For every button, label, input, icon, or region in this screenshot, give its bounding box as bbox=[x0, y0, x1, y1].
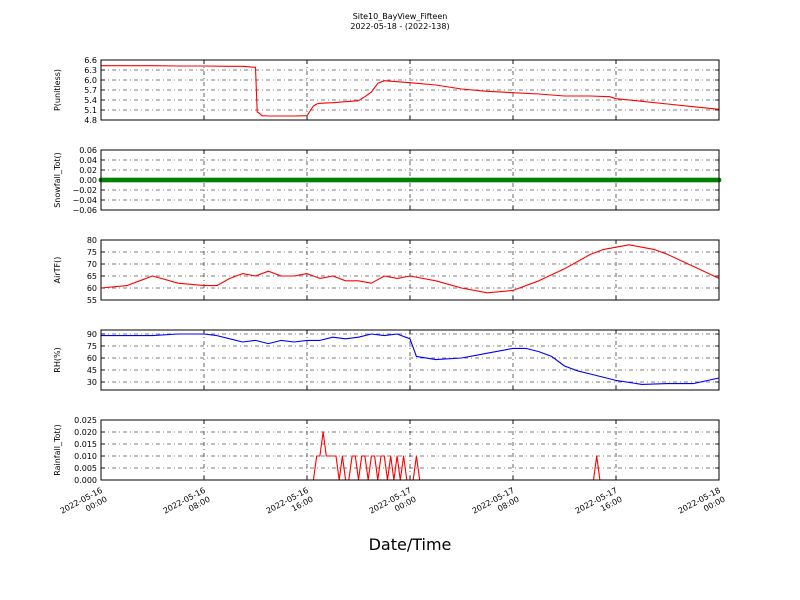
y-axis-label: Rainfall_Tot() bbox=[53, 424, 62, 476]
y-tick-label: −0.02 bbox=[72, 186, 97, 195]
y-tick-label: 0.02 bbox=[79, 166, 97, 175]
y-tick-label: −0.06 bbox=[72, 206, 97, 215]
y-tick-label: 0.005 bbox=[74, 464, 97, 473]
axes-frame bbox=[100, 149, 720, 211]
y-axis-label: AirTF() bbox=[53, 257, 62, 284]
axes-frame bbox=[100, 419, 720, 481]
y-tick-label: 75 bbox=[87, 342, 97, 351]
y-axis-label: RH(%) bbox=[53, 347, 62, 372]
series-points bbox=[98, 177, 722, 183]
figure-title: Site10_BayView_Fifteen bbox=[353, 12, 448, 21]
y-tick-label: 6.0 bbox=[84, 76, 97, 85]
y-axis-label: Snowfall_Tot() bbox=[53, 152, 62, 208]
y-tick-label: 4.8 bbox=[84, 116, 97, 125]
y-tick-label: 80 bbox=[87, 236, 97, 245]
y-tick-label: 30 bbox=[87, 378, 97, 387]
y-tick-label: 55 bbox=[87, 296, 97, 305]
y-tick-label: 0.000 bbox=[74, 476, 97, 485]
series-line bbox=[100, 244, 720, 294]
y-tick-label: 60 bbox=[87, 284, 97, 293]
y-tick-label: 65 bbox=[87, 272, 97, 281]
figure-subtitle: 2022-05-18 - (2022-138) bbox=[350, 22, 449, 31]
y-tick-label: 0.04 bbox=[79, 156, 97, 165]
y-tick-label: 5.1 bbox=[84, 106, 97, 115]
grid-lines bbox=[101, 420, 719, 480]
axes-frame bbox=[100, 239, 720, 301]
y-ticks: 90 75 60 45 30 bbox=[87, 330, 719, 387]
series-line bbox=[101, 333, 720, 385]
subplot-2: 0.060.040.020.00−0.02−0.04−0.06 Snowfall_… bbox=[53, 146, 722, 215]
y-tick-label: −0.04 bbox=[72, 196, 97, 205]
axes-frame bbox=[100, 59, 720, 121]
x-axis-label: Date/Time bbox=[369, 535, 452, 554]
y-tick-label: 5.7 bbox=[84, 86, 97, 95]
axes-frame bbox=[100, 329, 720, 391]
y-tick-label: 0.015 bbox=[74, 440, 97, 449]
y-tick-label: 60 bbox=[87, 354, 97, 363]
y-tick-label: 0.06 bbox=[79, 146, 97, 155]
y-tick-label: 0.010 bbox=[74, 452, 97, 461]
subplot-5: 0.025 0.020 0.015 0.010 0.005 0.000 Rainfall_T… bbox=[53, 416, 720, 485]
y-axis-label: P(unitless) bbox=[53, 69, 62, 111]
y-tick-label: 90 bbox=[87, 330, 97, 339]
y-tick-label: 6.6 bbox=[84, 56, 97, 65]
y-tick-label: 6.3 bbox=[84, 66, 97, 75]
grid-lines bbox=[101, 60, 719, 120]
subplot-4: 90 75 60 45 30 RH(%) bbox=[53, 329, 720, 391]
series-line bbox=[101, 65, 720, 117]
subplot-3: 80 75 70 65 60 55 AirTF() bbox=[53, 236, 720, 305]
y-tick-label: 70 bbox=[87, 260, 97, 269]
y-tick-label: 0.025 bbox=[74, 416, 97, 425]
subplot-1: 6.66.36.05.75.45.14.8 P(unitless) bbox=[53, 56, 720, 125]
y-tick-label: 75 bbox=[87, 248, 97, 257]
y-tick-label: 0.00 bbox=[79, 176, 97, 185]
y-tick-label: 0.020 bbox=[74, 428, 97, 437]
y-tick-label: 5.4 bbox=[84, 96, 97, 105]
y-tick-label: 45 bbox=[87, 366, 97, 375]
